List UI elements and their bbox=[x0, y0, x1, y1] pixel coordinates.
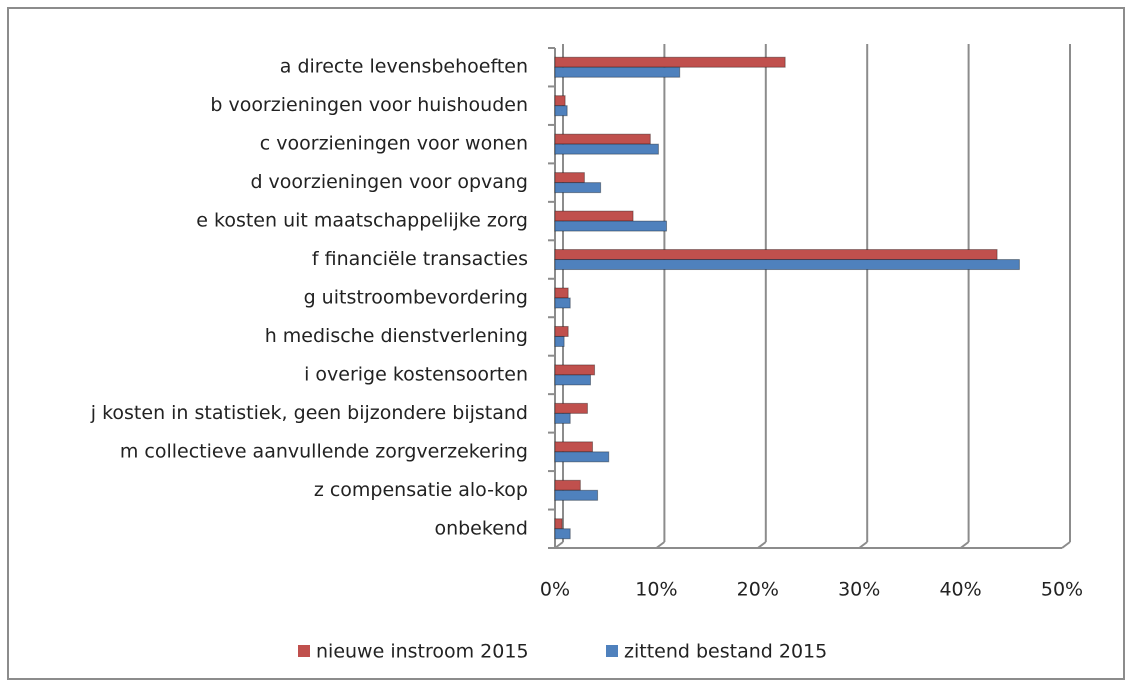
bar bbox=[554, 287, 569, 299]
bar bbox=[554, 66, 681, 78]
y-tick-label: e kosten uit maatschappelijke zorg bbox=[196, 210, 528, 232]
x-tick-label: 0% bbox=[540, 579, 570, 601]
y-tick-label: f financiële transacties bbox=[312, 248, 528, 270]
y-tick-label: d voorzieningen voor opvang bbox=[250, 171, 528, 193]
x-tick-label: 10% bbox=[635, 579, 677, 601]
y-tick-label: j kosten in statistiek, geen bijzondere … bbox=[90, 402, 528, 424]
bar bbox=[554, 412, 571, 424]
bar bbox=[554, 259, 1020, 271]
bar bbox=[554, 489, 599, 501]
bar bbox=[554, 172, 585, 184]
y-tick-label: b voorzieningen voor huishouden bbox=[210, 94, 528, 116]
bar bbox=[554, 105, 568, 117]
bar bbox=[554, 364, 596, 376]
bar bbox=[554, 479, 581, 491]
x-tick-label: 20% bbox=[737, 579, 779, 601]
legend-label: zittend bestand 2015 bbox=[624, 641, 827, 663]
y-tick-label: h medische dienstverlening bbox=[265, 325, 528, 347]
y-tick-label: i overige kostensoorten bbox=[304, 363, 528, 385]
bar bbox=[554, 95, 566, 107]
x-tick-label: 30% bbox=[838, 579, 880, 601]
bar bbox=[554, 133, 651, 145]
bar bbox=[554, 220, 668, 232]
bar bbox=[554, 325, 569, 337]
bar bbox=[554, 182, 602, 194]
bar bbox=[554, 297, 571, 309]
bar bbox=[554, 451, 610, 463]
bar bbox=[554, 335, 565, 347]
bar bbox=[554, 374, 591, 386]
legend-swatch bbox=[606, 645, 618, 657]
bar bbox=[554, 210, 634, 222]
y-tick-label: c voorzieningen voor wonen bbox=[260, 133, 528, 155]
y-tick-label: a directe levensbehoeften bbox=[280, 56, 528, 78]
legend-label: nieuwe instroom 2015 bbox=[316, 641, 529, 663]
bar bbox=[554, 143, 659, 155]
y-tick-label: g uitstroombevordering bbox=[304, 287, 528, 309]
y-tick-label: onbekend bbox=[434, 517, 528, 539]
legend-swatch bbox=[298, 645, 310, 657]
bar bbox=[554, 528, 571, 540]
x-tick-label: 40% bbox=[939, 579, 981, 601]
grid-floor bbox=[1061, 541, 1071, 549]
bar bbox=[554, 402, 588, 414]
bar bbox=[554, 56, 786, 68]
chart-border bbox=[7, 7, 1125, 680]
bar bbox=[554, 518, 563, 530]
bar bbox=[554, 441, 594, 453]
y-tick-label: m collectieve aanvullende zorgverzekerin… bbox=[120, 440, 528, 462]
x-tick-label: 50% bbox=[1041, 579, 1083, 601]
y-tick-label: z compensatie alo-kop bbox=[314, 479, 528, 501]
bar bbox=[554, 249, 998, 261]
